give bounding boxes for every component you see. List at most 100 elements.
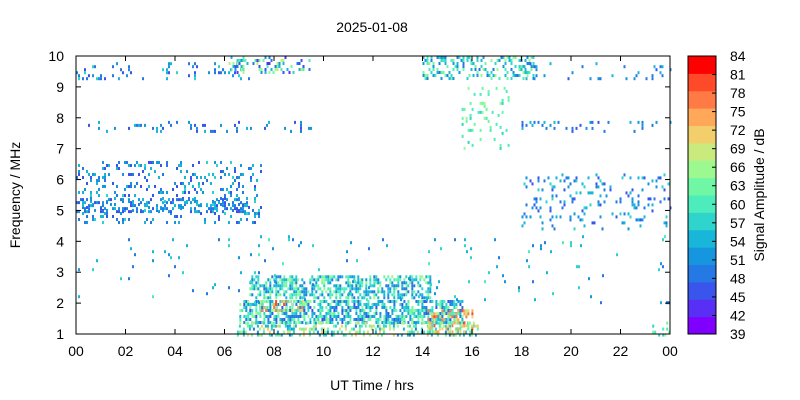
- heatmap-cell: [533, 197, 536, 201]
- heatmap-cell: [563, 203, 566, 207]
- heatmap-cell: [150, 167, 152, 170]
- heatmap-cell: [104, 212, 106, 215]
- heatmap-cell: [417, 290, 420, 294]
- heatmap-cell: [301, 306, 304, 309]
- heatmap-cell: [427, 281, 430, 285]
- heatmap-cell: [420, 330, 423, 334]
- heatmap-cell: [269, 321, 272, 324]
- heatmap-cell: [238, 74, 240, 78]
- heatmap-cell: [474, 333, 477, 337]
- heatmap-cell: [166, 221, 168, 224]
- heatmap-cell: [373, 315, 376, 318]
- heatmap-cell: [461, 116, 464, 120]
- heatmap-cell: [327, 275, 330, 279]
- heatmap-cell: [335, 300, 338, 303]
- heatmap-cell: [118, 161, 120, 164]
- heatmap-cell: [249, 309, 252, 312]
- heatmap-cell: [122, 210, 124, 214]
- heatmap-cell: [172, 238, 174, 242]
- heatmap-cell: [178, 221, 180, 224]
- heatmap-cell: [623, 173, 626, 177]
- heatmap-cell: [597, 200, 600, 204]
- heatmap-cell: [339, 290, 342, 294]
- heatmap-cell: [537, 209, 540, 213]
- heatmap-cell: [437, 303, 440, 306]
- heatmap-cell: [242, 173, 244, 176]
- heatmap-cell: [261, 284, 264, 288]
- heatmap-cell: [376, 333, 379, 337]
- heatmap-cell: [605, 194, 608, 198]
- heatmap-cell: [359, 309, 362, 312]
- heatmap-cell: [126, 207, 128, 211]
- heatmap-cell: [431, 327, 434, 331]
- heatmap-cell: [270, 327, 273, 331]
- heatmap-cell: [152, 126, 154, 130]
- heatmap-cell: [252, 321, 255, 325]
- heatmap-cell: [373, 303, 376, 306]
- heatmap-cell: [289, 309, 292, 312]
- heatmap-cell: [174, 265, 176, 269]
- heatmap-cell: [325, 306, 328, 309]
- heatmap-cell: [365, 281, 368, 285]
- heatmap-cell: [571, 197, 574, 201]
- heatmap-cell: [627, 227, 630, 231]
- heatmap-cell: [242, 65, 245, 68]
- heatmap-cell: [192, 289, 194, 293]
- heatmap-cell: [387, 287, 390, 291]
- heatmap-cell: [457, 327, 460, 331]
- heatmap-cell: [667, 197, 670, 201]
- heatmap-cell: [94, 201, 96, 205]
- heatmap-cell: [82, 167, 84, 170]
- heatmap-cell: [275, 284, 278, 288]
- heatmap-cell: [266, 62, 269, 65]
- heatmap-cell: [526, 56, 529, 59]
- heatmap-cell: [288, 327, 291, 331]
- heatmap-cell: [196, 201, 198, 205]
- heatmap-cell: [325, 278, 328, 282]
- heatmap-cell: [399, 303, 402, 306]
- heatmap-cell: [146, 218, 148, 221]
- heatmap-cell: [611, 74, 614, 78]
- heatmap-cell: [467, 140, 470, 144]
- heatmap-cell: [212, 129, 214, 133]
- heatmap-cell: [148, 173, 150, 176]
- heatmap-cell: [383, 306, 386, 309]
- heatmap-cell: [309, 281, 312, 285]
- heatmap-cell: [427, 327, 430, 331]
- heatmap-cell: [477, 110, 480, 114]
- heatmap-cell: [533, 77, 536, 81]
- heatmap-cell: [333, 275, 336, 279]
- heatmap-cell: [425, 309, 428, 312]
- heatmap-cell: [661, 65, 664, 69]
- heatmap-cell: [483, 101, 486, 105]
- heatmap-cell: [244, 204, 246, 208]
- heatmap-cell: [218, 218, 220, 221]
- heatmap-cell: [476, 74, 479, 77]
- heatmap-cell: [499, 125, 502, 129]
- heatmap-cell: [295, 315, 298, 318]
- heatmap-cell: [571, 200, 574, 204]
- heatmap-cell: [457, 300, 460, 303]
- heatmap-cell: [267, 290, 270, 294]
- x-tick-label: 02: [118, 343, 134, 359]
- heatmap-cell: [279, 284, 282, 288]
- heatmap-cell: [295, 303, 298, 306]
- heatmap-cell: [136, 207, 138, 211]
- heatmap-cell: [104, 185, 106, 188]
- heatmap-cell: [230, 161, 232, 164]
- heatmap-cell: [431, 318, 434, 322]
- heatmap-cell: [532, 56, 535, 59]
- heatmap-cell: [329, 303, 332, 306]
- heatmap-cell: [448, 71, 451, 74]
- heatmap-cell: [230, 207, 232, 211]
- heatmap-cell: [90, 200, 92, 203]
- heatmap-cell: [401, 303, 404, 306]
- heatmap-cell: [472, 324, 475, 328]
- heatmap-cell: [551, 215, 554, 219]
- heatmap-cell: [387, 293, 390, 297]
- heatmap-cell: [287, 287, 290, 291]
- heatmap-cell: [532, 62, 535, 65]
- heatmap-cell: [499, 146, 502, 150]
- heatmap-cell: [427, 309, 430, 313]
- heatmap-cell: [445, 303, 448, 306]
